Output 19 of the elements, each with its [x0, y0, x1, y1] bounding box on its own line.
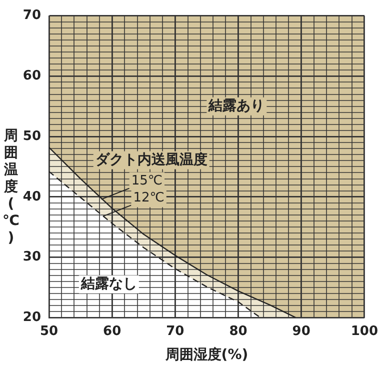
annotation: 15℃ — [131, 174, 163, 189]
annotation: 結露あり — [208, 98, 265, 114]
y-axis-title: 周囲温度(℃) — [2, 128, 20, 247]
y-tick-label: 30 — [22, 250, 41, 265]
y-tick-label: 50 — [22, 128, 41, 144]
annotation: 12℃ — [133, 190, 164, 206]
x-tick-label: 60 — [103, 324, 122, 339]
x-tick-label: 80 — [229, 324, 248, 339]
x-tick-label: 90 — [292, 324, 310, 339]
y-tick-label: 40 — [22, 189, 41, 204]
y-tick-label: 20 — [22, 310, 41, 325]
x-tick-label: 50 — [40, 324, 58, 339]
legend-title: ダクト内送風温度 — [95, 150, 208, 168]
x-tick-label: 100 — [350, 324, 378, 339]
x-tick-label: 70 — [166, 324, 184, 339]
y-tick-label: 70 — [22, 8, 41, 24]
y-tick-label: 60 — [22, 68, 41, 84]
x-axis-title: 周囲湿度(%) — [164, 346, 248, 364]
annotation: 結露なし — [80, 276, 137, 292]
